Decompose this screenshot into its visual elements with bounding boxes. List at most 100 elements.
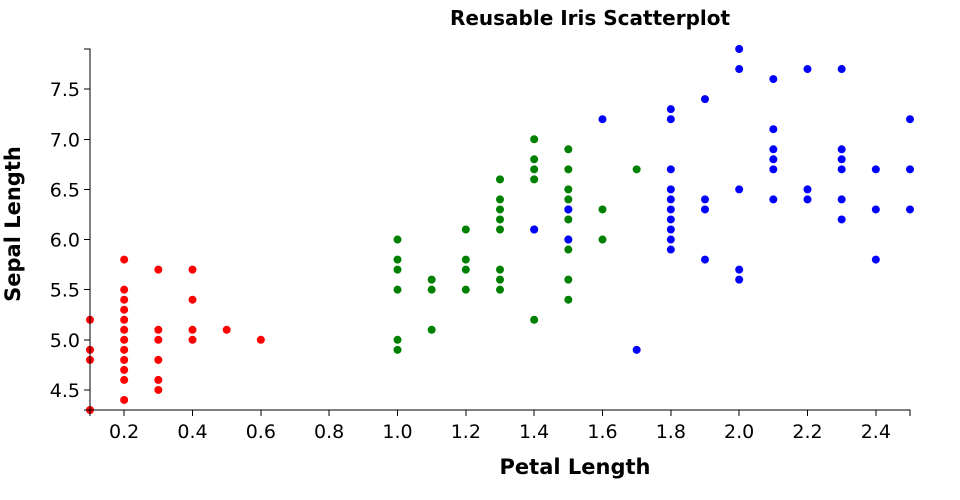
data-point xyxy=(666,245,675,254)
data-point xyxy=(154,265,163,274)
x-tick-label: 1.8 xyxy=(656,421,686,443)
data-point xyxy=(837,65,846,74)
plot-area: 0.2 0.4 0.6 0.8 1.0 1.2 1.4 1.6 1.8 2.0 2.2 2.4 4.5… xyxy=(50,45,914,443)
data-point xyxy=(461,285,470,294)
data-point xyxy=(735,275,744,284)
data-point xyxy=(871,205,880,214)
data-point xyxy=(837,195,846,204)
data-point xyxy=(735,185,744,194)
data-point xyxy=(598,205,607,214)
data-point xyxy=(393,345,402,354)
x-tick-label: 1.4 xyxy=(519,421,549,443)
data-point xyxy=(769,155,778,164)
data-point xyxy=(496,265,504,274)
data-point xyxy=(120,395,129,404)
data-point xyxy=(769,125,778,134)
data-point xyxy=(564,275,573,284)
data-point xyxy=(803,65,812,74)
data-point xyxy=(154,325,163,334)
data-point xyxy=(120,295,129,304)
data-point xyxy=(393,335,402,344)
data-point xyxy=(120,355,129,364)
data-point xyxy=(837,215,846,224)
data-point xyxy=(666,205,675,214)
data-point xyxy=(701,255,709,264)
data-point xyxy=(154,335,163,344)
data-point xyxy=(564,235,573,244)
data-point xyxy=(598,235,607,244)
x-tick-label: 1.0 xyxy=(382,421,412,443)
y-tick-label: 4.5 xyxy=(50,380,80,402)
x-tick-label: 2.4 xyxy=(861,421,891,443)
data-point xyxy=(393,255,402,264)
data-point xyxy=(393,285,402,294)
data-point xyxy=(530,225,539,234)
y-tick-label: 5.0 xyxy=(50,330,80,352)
data-point xyxy=(120,315,129,324)
data-point xyxy=(120,345,129,354)
y-axis-line xyxy=(84,48,91,411)
data-point xyxy=(666,225,675,234)
data-point xyxy=(120,305,129,314)
data-point xyxy=(222,325,231,334)
x-axis-line xyxy=(89,409,911,416)
data-point xyxy=(769,165,778,174)
x-tick-label: 0.8 xyxy=(314,421,344,443)
data-point xyxy=(530,135,539,144)
data-point xyxy=(496,215,504,224)
data-point xyxy=(120,365,129,374)
data-point xyxy=(632,165,641,174)
data-point xyxy=(701,205,709,214)
data-point xyxy=(256,335,265,344)
data-point xyxy=(769,145,778,154)
data-point xyxy=(598,115,607,124)
x-tick-label: 2.0 xyxy=(724,421,754,443)
data-point xyxy=(666,115,675,124)
x-axis-label: Petal Length xyxy=(500,455,651,479)
data-point xyxy=(666,165,675,174)
data-point xyxy=(564,205,573,214)
data-point xyxy=(154,355,163,364)
data-point xyxy=(188,335,197,344)
x-tick-label: 0.4 xyxy=(177,421,207,443)
data-point xyxy=(154,375,163,384)
data-point xyxy=(837,165,846,174)
data-point xyxy=(120,255,129,264)
data-point xyxy=(735,265,744,274)
data-point xyxy=(564,245,573,254)
x-tick-label: 0.2 xyxy=(109,421,139,443)
data-point xyxy=(461,265,470,274)
y-tick-label: 5.5 xyxy=(50,280,80,302)
data-point xyxy=(632,345,641,354)
data-point xyxy=(803,195,812,204)
data-point xyxy=(496,205,504,214)
data-point xyxy=(803,185,812,194)
chart-title: Reusable Iris Scatterplot xyxy=(450,6,731,30)
data-point xyxy=(564,165,573,174)
data-point xyxy=(530,315,539,324)
data-point xyxy=(564,295,573,304)
data-point xyxy=(427,325,436,334)
data-point xyxy=(530,175,539,184)
data-point xyxy=(393,235,402,244)
data-point xyxy=(906,165,914,174)
data-point xyxy=(564,215,573,224)
data-point xyxy=(188,265,197,274)
y-tick-label: 7.0 xyxy=(50,129,80,151)
data-point xyxy=(120,335,129,344)
y-axis-label: Sepal Length xyxy=(1,146,25,302)
data-point xyxy=(120,285,129,294)
x-axis: 0.2 0.4 0.6 0.8 1.0 1.2 1.4 1.6 1.8 2.0 2.2 2.4 xyxy=(89,409,911,443)
data-point xyxy=(496,285,504,294)
data-point xyxy=(496,195,504,204)
data-point xyxy=(769,75,778,84)
data-point xyxy=(666,105,675,114)
data-point xyxy=(735,45,744,53)
data-point xyxy=(701,195,709,204)
data-point xyxy=(735,65,744,74)
data-point xyxy=(188,295,197,304)
y-tick-label: 7.5 xyxy=(50,79,80,101)
x-tick-label: 1.2 xyxy=(451,421,481,443)
y-tick-label: 6.0 xyxy=(50,230,80,252)
data-point xyxy=(427,285,436,294)
